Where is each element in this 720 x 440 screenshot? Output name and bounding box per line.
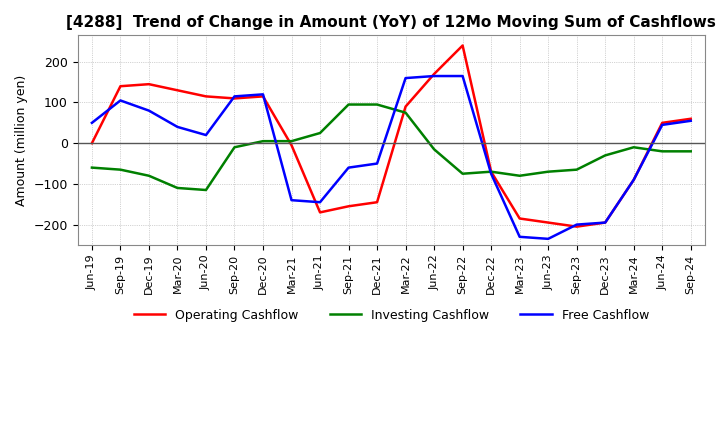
- Investing Cashflow: [544, 169, 552, 174]
- Free Cashflow: [487, 171, 495, 176]
- Investing Cashflow: [173, 185, 181, 191]
- Investing Cashflow: [658, 149, 667, 154]
- Operating Cashflow: [344, 204, 353, 209]
- Free Cashflow: [344, 165, 353, 170]
- Investing Cashflow: [258, 139, 267, 144]
- Operating Cashflow: [173, 88, 181, 93]
- Investing Cashflow: [430, 147, 438, 152]
- Operating Cashflow: [459, 43, 467, 48]
- Free Cashflow: [516, 234, 524, 239]
- Investing Cashflow: [202, 187, 210, 193]
- Operating Cashflow: [230, 96, 239, 101]
- Operating Cashflow: [88, 140, 96, 146]
- Free Cashflow: [373, 161, 382, 166]
- Line: Investing Cashflow: Investing Cashflow: [92, 105, 690, 190]
- Free Cashflow: [544, 236, 552, 242]
- Free Cashflow: [401, 75, 410, 81]
- Investing Cashflow: [686, 149, 695, 154]
- Free Cashflow: [116, 98, 125, 103]
- Free Cashflow: [173, 124, 181, 129]
- Y-axis label: Amount (million yen): Amount (million yen): [15, 74, 28, 206]
- Operating Cashflow: [601, 220, 610, 225]
- Operating Cashflow: [287, 143, 296, 148]
- Free Cashflow: [230, 94, 239, 99]
- Free Cashflow: [629, 177, 638, 183]
- Investing Cashflow: [88, 165, 96, 170]
- Free Cashflow: [430, 73, 438, 79]
- Free Cashflow: [145, 108, 153, 113]
- Line: Free Cashflow: Free Cashflow: [92, 76, 690, 239]
- Investing Cashflow: [344, 102, 353, 107]
- Operating Cashflow: [430, 71, 438, 77]
- Investing Cashflow: [145, 173, 153, 178]
- Line: Operating Cashflow: Operating Cashflow: [92, 45, 690, 227]
- Investing Cashflow: [459, 171, 467, 176]
- Legend: Operating Cashflow, Investing Cashflow, Free Cashflow: Operating Cashflow, Investing Cashflow, …: [129, 304, 654, 327]
- Investing Cashflow: [401, 110, 410, 115]
- Investing Cashflow: [629, 145, 638, 150]
- Investing Cashflow: [601, 153, 610, 158]
- Investing Cashflow: [572, 167, 581, 172]
- Operating Cashflow: [686, 116, 695, 121]
- Investing Cashflow: [287, 139, 296, 144]
- Operating Cashflow: [116, 84, 125, 89]
- Investing Cashflow: [516, 173, 524, 178]
- Investing Cashflow: [230, 145, 239, 150]
- Investing Cashflow: [116, 167, 125, 172]
- Free Cashflow: [459, 73, 467, 79]
- Operating Cashflow: [258, 94, 267, 99]
- Operating Cashflow: [145, 81, 153, 87]
- Free Cashflow: [601, 220, 610, 225]
- Free Cashflow: [658, 122, 667, 128]
- Operating Cashflow: [373, 200, 382, 205]
- Operating Cashflow: [202, 94, 210, 99]
- Operating Cashflow: [401, 104, 410, 109]
- Operating Cashflow: [572, 224, 581, 229]
- Free Cashflow: [88, 120, 96, 125]
- Free Cashflow: [202, 132, 210, 138]
- Free Cashflow: [315, 200, 324, 205]
- Operating Cashflow: [516, 216, 524, 221]
- Operating Cashflow: [629, 177, 638, 183]
- Investing Cashflow: [315, 130, 324, 136]
- Investing Cashflow: [487, 169, 495, 174]
- Investing Cashflow: [373, 102, 382, 107]
- Title: [4288]  Trend of Change in Amount (YoY) of 12Mo Moving Sum of Cashflows: [4288] Trend of Change in Amount (YoY) o…: [66, 15, 716, 30]
- Operating Cashflow: [487, 169, 495, 174]
- Free Cashflow: [686, 118, 695, 124]
- Free Cashflow: [258, 92, 267, 97]
- Free Cashflow: [287, 198, 296, 203]
- Operating Cashflow: [658, 120, 667, 125]
- Operating Cashflow: [544, 220, 552, 225]
- Operating Cashflow: [315, 210, 324, 215]
- Free Cashflow: [572, 222, 581, 227]
